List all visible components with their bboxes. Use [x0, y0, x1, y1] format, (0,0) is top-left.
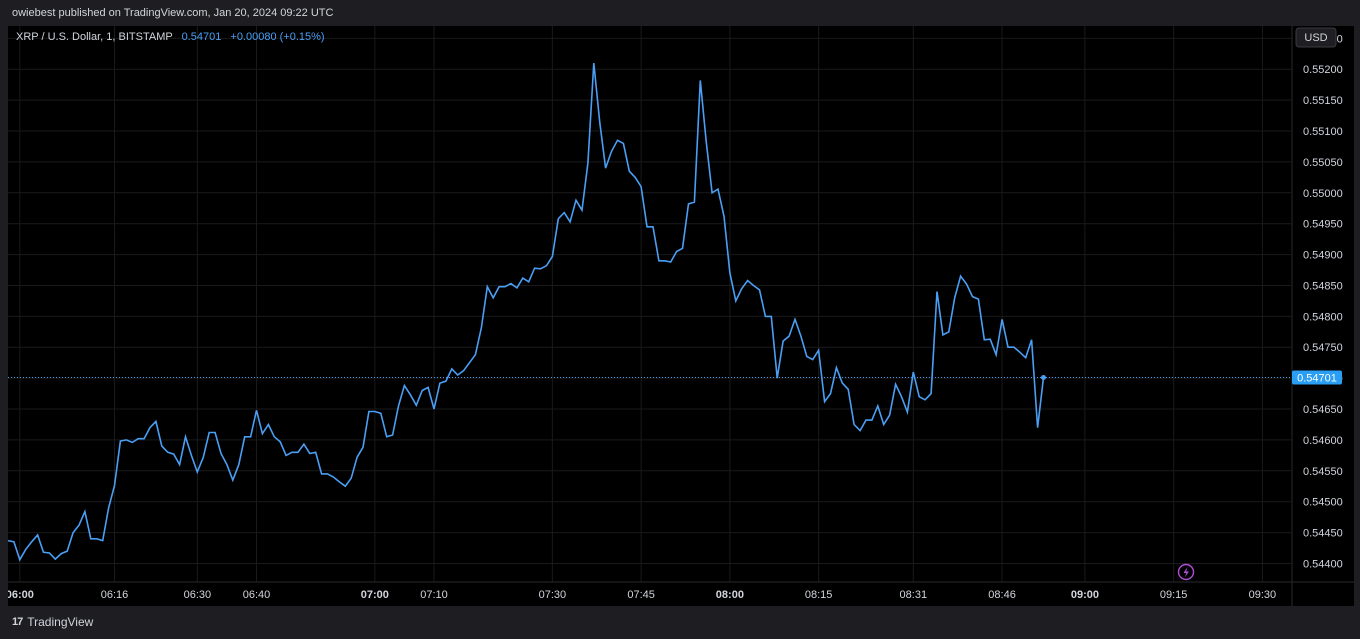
x-tick-label: 08:46: [988, 589, 1016, 601]
y-tick-label: 0.55200: [1303, 64, 1343, 76]
legend: XRP / U.S. Dollar, 1, BITSTAMP 0.54701 +…: [16, 31, 325, 43]
last-price-dot: [1040, 375, 1046, 381]
y-tick-label: 0.54850: [1303, 280, 1343, 292]
currency-label: USD: [1304, 32, 1327, 44]
y-tick-label: 0.55050: [1303, 157, 1343, 169]
price-series-line: [8, 63, 1045, 562]
y-tick-label: 0.55150: [1303, 95, 1343, 107]
x-tick-label: 06:00: [8, 589, 34, 601]
y-tick-label: 0.54600: [1303, 435, 1343, 447]
x-tick-label: 06:30: [184, 589, 212, 601]
y-tick-label: 0.54950: [1303, 219, 1343, 231]
x-tick-label: 06:40: [243, 589, 271, 601]
lightning-icon[interactable]: [1177, 563, 1195, 581]
published-caption: owiebest published on TradingView.com, J…: [12, 7, 334, 19]
legend-price: 0.54701: [182, 31, 222, 43]
tradingview-logo-icon: 17: [12, 616, 23, 628]
x-tick-label: 07:10: [420, 589, 448, 601]
x-tick-label: 09:00: [1071, 589, 1099, 601]
currency-button[interactable]: USD: [1295, 27, 1337, 48]
x-tick-label: 09:30: [1249, 589, 1277, 601]
legend-change: +0.00080 (+0.15%): [230, 31, 324, 43]
y-tick-label: 0.54800: [1303, 311, 1343, 323]
brand[interactable]: 17 TradingView: [12, 615, 93, 629]
y-tick-label: 0.55000: [1303, 188, 1343, 200]
x-tick-label: 07:45: [627, 589, 655, 601]
x-tick-label: 06:16: [101, 589, 129, 601]
y-tick-label: 0.54400: [1303, 558, 1343, 570]
bottom-bar: 17 TradingView: [0, 606, 1360, 639]
y-tick-label: 0.55100: [1303, 126, 1343, 138]
x-tick-label: 08:00: [716, 589, 744, 601]
y-tick-label: 0.54750: [1303, 342, 1343, 354]
y-tick-label: 0.54450: [1303, 528, 1343, 540]
y-tick-label: 0.54650: [1303, 404, 1343, 416]
time-axis[interactable]: 06:00 06:16 06:30 06:40 07:00 07:10 07:30 07:45…: [8, 589, 1276, 601]
price-chart-svg[interactable]: 06:00 06:16 06:30 06:40 07:00 07:10 07:30 07:45…: [8, 26, 1354, 606]
legend-symbol: XRP / U.S. Dollar, 1, BITSTAMP: [16, 31, 173, 43]
last-price-label-text: 0.54701: [1297, 373, 1337, 385]
y-tick-label: 0.54550: [1303, 466, 1343, 478]
chart-grid: [8, 26, 1354, 606]
brand-name: TradingView: [27, 615, 94, 629]
x-tick-label: 07:30: [539, 589, 567, 601]
x-tick-label: 09:15: [1160, 589, 1188, 601]
y-tick-label: 0.54900: [1303, 250, 1343, 262]
y-tick-label: 0.54500: [1303, 497, 1343, 509]
x-tick-label: 08:31: [900, 589, 928, 601]
last-price-label: 0.54701: [1292, 370, 1342, 385]
x-tick-label: 08:15: [805, 589, 833, 601]
svg-text:XRP / U.S. Dollar, 1, BITSTAMP: XRP / U.S. Dollar, 1, BITSTAMP 0.54701 +…: [16, 31, 325, 43]
price-axis[interactable]: 0.552500.552000.551500.551000.550500.550…: [1303, 33, 1343, 570]
x-tick-label: 07:00: [361, 589, 389, 601]
top-bar: owiebest published on TradingView.com, J…: [0, 0, 1360, 26]
chart-area[interactable]: 06:00 06:16 06:30 06:40 07:00 07:10 07:30 07:45…: [8, 26, 1354, 606]
